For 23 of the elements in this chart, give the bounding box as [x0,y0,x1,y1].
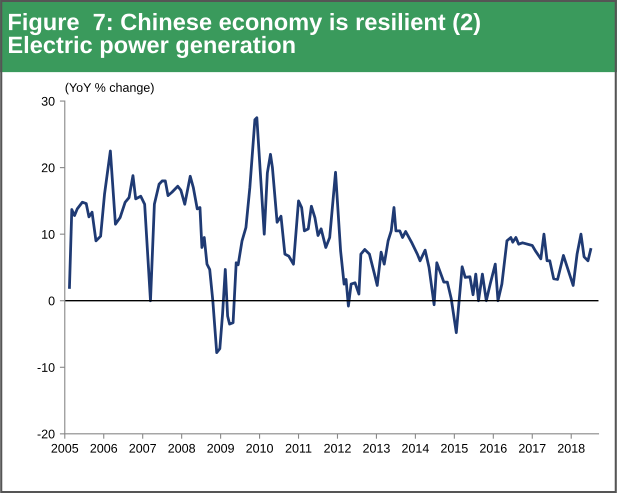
y-tick-label: -20 [38,430,55,438]
y-tick-label: 30 [42,96,55,106]
x-tick-label: 2011 [286,444,312,453]
x-tick-label: 2006 [90,444,118,453]
y-axis-title: (YoY % change) [66,82,154,94]
x-tick-label: 2015 [441,444,468,453]
y-tick-label: 10 [42,230,55,239]
x-tick-label: 2007 [129,444,156,453]
x-tick-label: 2010 [246,444,273,453]
x-tick-label: 2012 [324,444,351,453]
x-tick-label: 2014 [402,444,429,453]
x-tick-label: 2018 [558,444,585,453]
x-tick-label: 2008 [168,444,196,453]
x-tick-label: 2009 [207,444,234,453]
y-tick-label: 0 [48,296,55,306]
y-tick-label: 20 [42,163,55,172]
x-tick-label: 2013 [363,444,390,453]
chart-title: Figure 7: Chinese economy is resilient (2) Electric power generation [8,12,480,58]
y-tick-label: -10 [38,363,55,372]
x-tick-label: 2016 [480,444,507,453]
x-tick-label: 2005 [52,444,78,453]
line-series [68,116,592,354]
x-tick-label: 2017 [518,444,546,453]
